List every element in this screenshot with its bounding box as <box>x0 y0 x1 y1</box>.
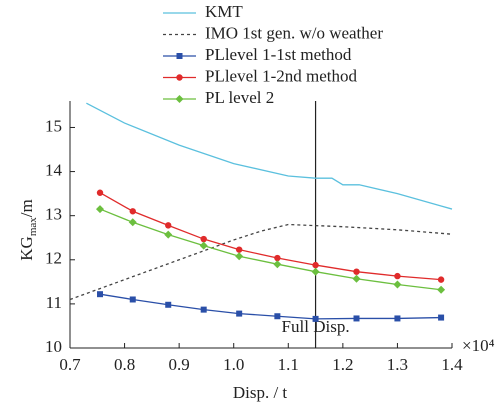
marker <box>437 276 445 283</box>
marker <box>273 260 282 269</box>
y-label-sub: max <box>27 217 39 236</box>
y-axis-label-text: KGmax/m <box>17 199 39 260</box>
marker <box>235 246 243 253</box>
y-label-main: KG <box>17 236 36 261</box>
y-label-unit: /m <box>17 199 36 217</box>
x-tick-label: 0.9 <box>169 355 190 374</box>
legend-label: PLlevel 1-2nd method <box>205 66 358 85</box>
series-line <box>69 223 453 301</box>
legend-label: PL level 2 <box>205 88 274 107</box>
x-tick-label: 1.2 <box>332 355 353 374</box>
x-multiplier: ×10⁴ <box>462 336 495 355</box>
marker <box>438 314 445 321</box>
series-line <box>86 102 453 210</box>
marker <box>96 189 104 196</box>
marker <box>128 218 137 227</box>
marker <box>129 208 136 215</box>
marker <box>236 310 243 317</box>
marker <box>199 241 208 250</box>
y-tick-label: 11 <box>46 293 62 312</box>
marker <box>437 285 446 294</box>
marker <box>97 291 104 298</box>
legend-label: PLlevel 1-1st method <box>205 45 352 64</box>
marker <box>274 313 281 320</box>
marker <box>200 306 207 313</box>
y-tick-label: 10 <box>45 337 62 356</box>
series-line <box>99 293 442 320</box>
marker <box>353 268 360 275</box>
y-tick-label: 13 <box>45 205 62 224</box>
marker <box>311 267 320 276</box>
marker <box>235 252 244 261</box>
series-line <box>99 208 442 291</box>
y-axis-label: KGmax/m <box>17 199 39 260</box>
x-tick-label: 1.1 <box>278 355 299 374</box>
series-line <box>99 192 442 281</box>
y-tick-label: 15 <box>45 116 62 135</box>
x-tick-label: 1.3 <box>387 355 408 374</box>
x-tick-label: 1.4 <box>441 355 463 374</box>
marker <box>394 315 401 322</box>
marker <box>353 315 360 322</box>
x-tick-label: 1.0 <box>223 355 244 374</box>
annotation: Full Disp. <box>282 317 350 336</box>
marker <box>165 301 172 308</box>
marker <box>200 235 207 243</box>
marker <box>312 315 319 322</box>
marker <box>393 280 402 289</box>
x-axis-label: Disp. / t <box>233 383 288 402</box>
y-tick-label: 14 <box>45 160 63 179</box>
marker <box>96 205 105 214</box>
marker <box>274 254 281 262</box>
legend-marker <box>176 74 183 81</box>
legend-label: KMT <box>205 2 243 21</box>
marker <box>394 272 401 280</box>
legend-marker <box>176 53 183 59</box>
x-tick-label: 0.7 <box>59 355 81 374</box>
marker <box>129 296 136 303</box>
legend-marker <box>175 95 184 103</box>
marker <box>352 274 361 283</box>
marker <box>165 222 172 229</box>
marker <box>164 230 173 239</box>
y-tick-label: 12 <box>45 249 62 268</box>
marker <box>312 261 319 269</box>
x-tick-label: 0.8 <box>114 355 135 374</box>
legend-label: IMO 1st gen. w/o weather <box>205 23 383 42</box>
